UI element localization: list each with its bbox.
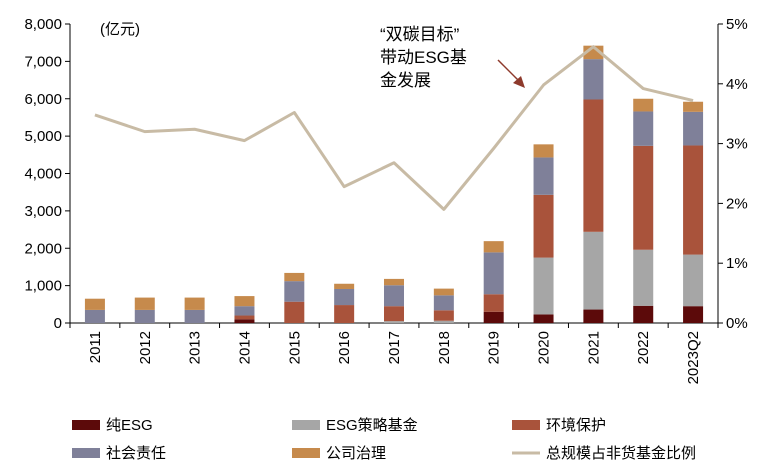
ratio-line xyxy=(94,45,694,211)
category-label: 2021 xyxy=(585,331,602,364)
bar-segment xyxy=(583,231,604,310)
right-tick-label: 2% xyxy=(726,195,748,212)
bar-segment xyxy=(633,249,654,306)
bar-segment xyxy=(533,194,554,258)
right-tick-label: 1% xyxy=(726,255,748,272)
bar-segment xyxy=(184,297,205,310)
bar-segment xyxy=(234,315,255,320)
bar-segment xyxy=(284,301,305,323)
annotation: “双碳目标” 带动ESG基 金发展 xyxy=(380,25,525,90)
bar-segment xyxy=(384,321,404,323)
bar-segment xyxy=(334,283,355,289)
bar-segment xyxy=(533,314,554,323)
legend-label: 纯ESG xyxy=(106,417,153,434)
legend-label: ESG策略基金 xyxy=(326,417,418,434)
right-tick-label: 5% xyxy=(726,16,748,33)
bar-segment xyxy=(234,319,255,323)
legend-label: 环境保护 xyxy=(546,416,606,434)
legend-swatch xyxy=(72,420,100,430)
category-label: 2019 xyxy=(486,331,503,364)
bar-segment xyxy=(633,98,654,112)
left-tick-label: 2,000 xyxy=(24,240,62,257)
bar-segment xyxy=(683,254,704,307)
right-tick-label: 4% xyxy=(726,76,748,93)
bar-segment xyxy=(334,305,355,323)
bar-segment xyxy=(433,288,454,296)
bar-segment xyxy=(483,294,504,312)
left-tick-label: 8,000 xyxy=(24,16,62,33)
bar-segment xyxy=(483,252,504,295)
left-tick-label: 1,000 xyxy=(24,278,62,295)
category-label: 2012 xyxy=(137,331,154,364)
bar-segment xyxy=(583,309,604,323)
bar-segment xyxy=(583,99,604,232)
bar-segment xyxy=(483,311,504,323)
legend-label: 公司治理 xyxy=(326,445,386,462)
right-tick-label: 0% xyxy=(726,315,748,332)
bar-segment xyxy=(633,305,654,323)
annotation-arrow-head xyxy=(513,76,525,88)
category-label: 2023Q2 xyxy=(685,331,702,384)
bar-segment xyxy=(334,288,355,306)
bar-segment xyxy=(533,157,554,195)
left-tick-label: 4,000 xyxy=(24,166,62,183)
annotation-line-2: 带动ESG基 xyxy=(380,48,467,67)
left-tick-label: 7,000 xyxy=(24,53,62,70)
bar-segment xyxy=(134,297,155,310)
category-label: 2017 xyxy=(386,331,403,364)
legend-swatch xyxy=(292,448,320,458)
bar-segment xyxy=(234,306,255,316)
bar-segment xyxy=(433,320,454,323)
category-label: 2020 xyxy=(536,331,553,364)
bar-segment xyxy=(533,257,554,315)
bar-segment xyxy=(683,101,704,112)
bar-segment xyxy=(284,281,305,302)
left-axis-unit: (亿元) xyxy=(100,21,140,38)
bar-segment xyxy=(683,145,704,255)
bar-segment xyxy=(433,310,454,321)
annotation-line-3: 金发展 xyxy=(380,71,431,90)
legend-label: 总规模占非货基金比例 xyxy=(546,445,696,462)
annotation-line-1: “双碳目标” xyxy=(380,25,460,44)
legend-label: 社会责任 xyxy=(106,445,166,462)
bar-segment xyxy=(483,241,504,253)
left-tick-label: 6,000 xyxy=(24,91,62,108)
bar-segment xyxy=(433,295,454,311)
bar-segment xyxy=(184,309,205,323)
bar-segment xyxy=(583,59,604,100)
bar-segment xyxy=(384,285,404,307)
bar-segment xyxy=(533,144,554,158)
plot-area: 0 1,000 2,000 3,000 4,000 5,000 6,000 7,000 8,00… xyxy=(24,16,747,384)
right-tick-label: 3% xyxy=(726,136,748,153)
category-label: 2013 xyxy=(187,331,204,364)
category-label: 2016 xyxy=(336,331,353,364)
left-tick-label: 0 xyxy=(54,315,62,332)
bar-segment xyxy=(284,272,305,282)
legend-swatch xyxy=(292,420,320,430)
annotation-arrow-line xyxy=(497,59,521,83)
bar-segment xyxy=(683,111,704,146)
bar-segment xyxy=(384,306,404,322)
category-label: 2015 xyxy=(286,331,303,364)
bar-segment xyxy=(633,111,654,146)
bar-segment xyxy=(384,278,404,286)
category-label: 2014 xyxy=(236,331,253,364)
bar-segment xyxy=(234,296,255,307)
legend-swatch xyxy=(512,420,540,430)
left-tick-label: 5,000 xyxy=(24,128,62,145)
category-label: 2018 xyxy=(436,331,453,364)
bar-segment xyxy=(84,309,105,323)
bar-segment xyxy=(134,309,155,323)
left-tick-label: 3,000 xyxy=(24,203,62,220)
category-label: 2022 xyxy=(635,331,652,364)
legend-swatch xyxy=(72,448,100,458)
bar-segment xyxy=(633,145,654,250)
bar-segment xyxy=(683,306,704,323)
category-label: 2011 xyxy=(87,331,104,363)
bar-segment xyxy=(84,298,105,310)
